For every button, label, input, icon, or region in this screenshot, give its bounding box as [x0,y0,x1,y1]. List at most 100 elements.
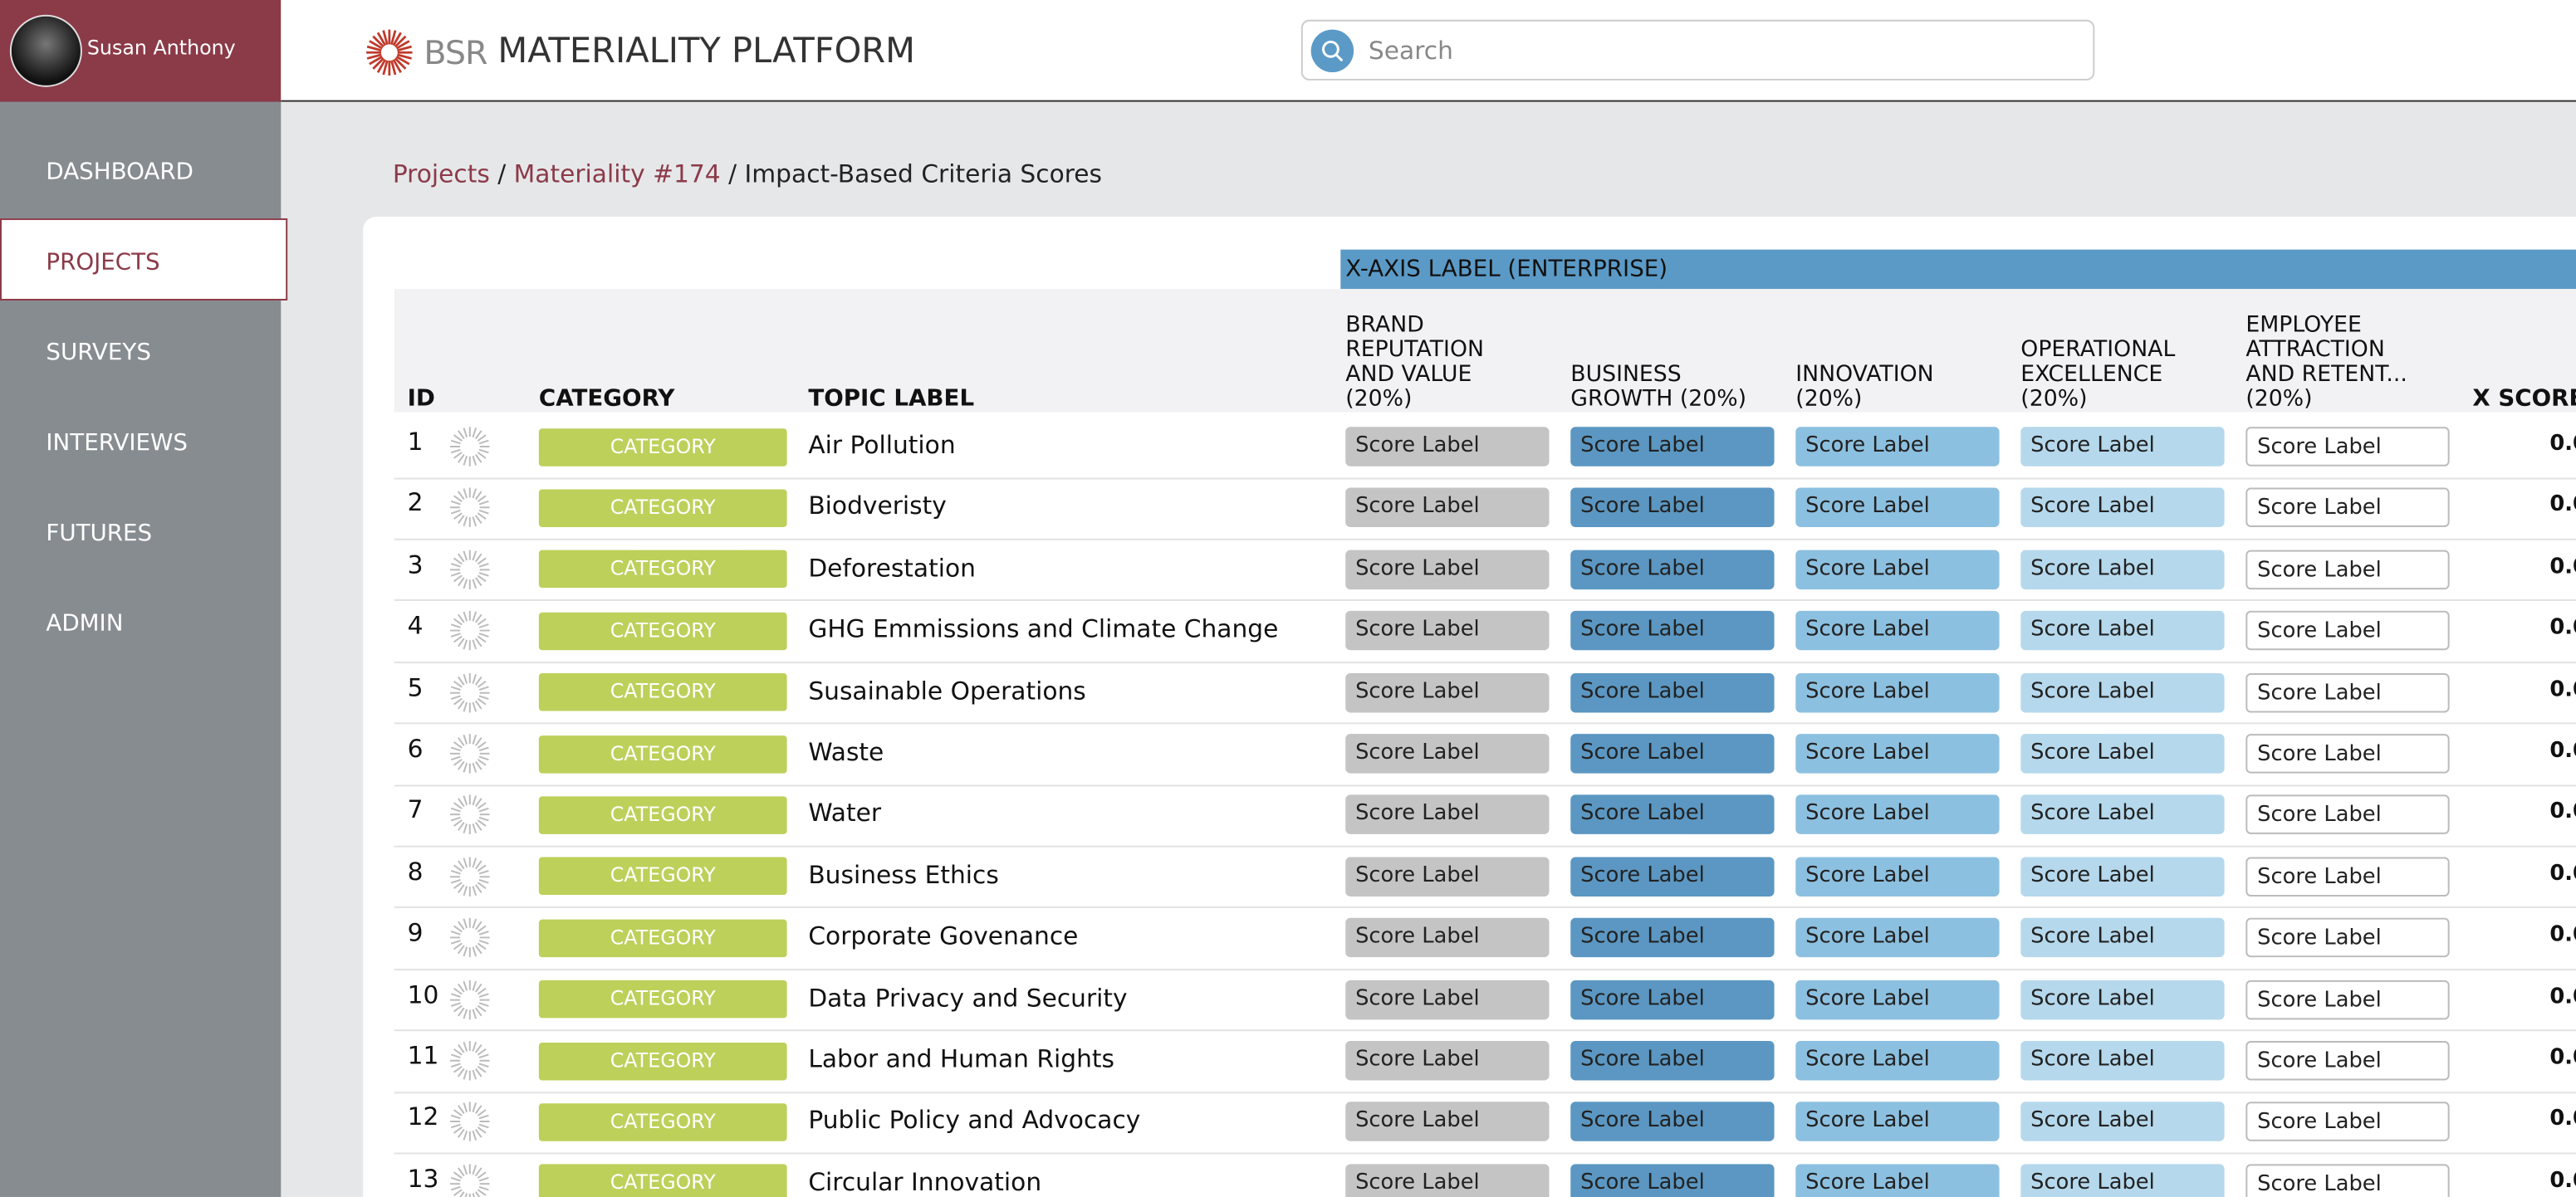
score-label[interactable]: Score Label [1345,611,1550,651]
topic-label: Deforestation [808,553,976,583]
nav-item[interactable]: PROJECTS [46,249,160,276]
score-label[interactable]: Score Label [1345,980,1550,1019]
score-label[interactable]: Score Label [1570,611,1775,651]
score-label[interactable]: Score Label [2245,918,2450,958]
row-divider [394,845,2576,848]
score-label[interactable]: Score Label [1345,734,1550,774]
score-label[interactable]: Score Label [2245,550,2450,589]
score-label[interactable]: Score Label [2245,980,2450,1019]
score-label[interactable]: Score Label [2020,734,2225,774]
score-label[interactable]: Score Label [2245,1041,2450,1081]
column-header: CATEGORY [538,385,675,413]
topic-label: Waste [808,737,884,767]
score-label[interactable]: Score Label [1795,427,2000,467]
score-label[interactable]: Score Label [2245,734,2450,774]
category-badge[interactable]: CATEGORY [538,612,787,650]
score-label[interactable]: Score Label [1795,1102,2000,1142]
nav-item[interactable]: DASHBOARD [46,159,193,186]
score-label[interactable]: Score Label [2020,795,2225,835]
score-label[interactable]: Score Label [1795,980,2000,1019]
score-label[interactable]: Score Label [2245,611,2450,651]
row-divider [394,1029,2576,1032]
crumb-link[interactable]: Materiality #174 [513,159,721,189]
score-label[interactable]: Score Label [1570,488,1775,528]
score-label[interactable]: Score Label [2020,918,2225,958]
category-badge[interactable]: CATEGORY [538,489,787,527]
score-label[interactable]: Score Label [1345,1164,1550,1197]
score-label[interactable]: Score Label [1795,1041,2000,1081]
score-label[interactable]: Score Label [2020,1164,2225,1197]
score-label[interactable]: Score Label [2020,550,2225,589]
score-label[interactable]: Score Label [1570,918,1775,958]
score-label[interactable]: Score Label [2245,795,2450,835]
score-label[interactable]: Score Label [2245,1164,2450,1197]
score-label[interactable]: Score Label [2245,672,2450,712]
score-label[interactable]: Score Label [1795,550,2000,589]
score-label[interactable]: Score Label [1795,918,2000,958]
score-label[interactable]: Score Label [1570,795,1775,835]
category-badge[interactable]: CATEGORY [538,919,787,957]
category-badge[interactable]: CATEGORY [538,857,787,896]
score-label[interactable]: Score Label [1345,857,1550,897]
nav-item[interactable]: INTERVIEWS [46,430,189,457]
nav-item[interactable]: FUTURES [46,520,153,547]
score-label[interactable]: Score Label [1795,488,2000,528]
score-label[interactable]: Score Label [1345,1102,1550,1142]
score-label[interactable]: Score Label [2020,427,2225,467]
category-badge[interactable]: CATEGORY [538,735,787,773]
category-badge[interactable]: CATEGORY [538,428,787,466]
crumb-link[interactable]: Projects [392,159,490,189]
x-score: 0.0 [2549,1168,2576,1194]
platform-title: MATERIALITY PLATFORM [497,31,916,71]
score-label[interactable]: Score Label [2020,488,2225,528]
user-panel[interactable]: Susan Anthony [0,0,282,102]
score-label[interactable]: Score Label [2020,672,2225,712]
score-label[interactable]: Score Label [2245,488,2450,528]
score-label[interactable]: Score Label [1345,427,1550,467]
score-label[interactable]: Score Label [1795,857,2000,897]
header-row: ID CATEGORY TOPIC LABEL BRAND REPUTATION AN… [394,289,2576,413]
category-badge[interactable]: CATEGORY [538,1164,787,1197]
score-label[interactable]: Score Label [1570,1164,1775,1197]
score-label[interactable]: Score Label [1570,1102,1775,1142]
category-badge[interactable]: CATEGORY [538,673,787,711]
score-label[interactable]: Score Label [1345,672,1550,712]
x-score: 0.0 [2549,1045,2576,1071]
category-badge[interactable]: CATEGORY [538,1102,787,1141]
category-badge[interactable]: CATEGORY [538,550,787,589]
score-label[interactable]: Score Label [1570,734,1775,774]
score-label[interactable]: Score Label [1570,857,1775,897]
score-label[interactable]: Score Label [2020,1041,2225,1081]
score-label[interactable]: Score Label [2020,857,2225,897]
score-label[interactable]: Score Label [2020,1102,2225,1142]
score-label[interactable]: Score Label [2245,857,2450,897]
score-label[interactable]: Score Label [1795,611,2000,651]
score-label[interactable]: Score Label [1570,427,1775,467]
score-label[interactable]: Score Label [1795,672,2000,712]
score-label[interactable]: Score Label [1570,672,1775,712]
score-label[interactable]: Score Label [1345,488,1550,528]
category-badge[interactable]: CATEGORY [538,796,787,834]
category-badge[interactable]: CATEGORY [538,1042,787,1080]
score-label[interactable]: Score Label [1570,550,1775,589]
score-label[interactable]: Score Label [2245,427,2450,467]
search-box[interactable]: Search [1300,19,2095,81]
score-label[interactable]: Score Label [2245,1102,2450,1142]
score-label[interactable]: Score Label [1570,980,1775,1019]
row-id: 7 [407,795,424,825]
score-label[interactable]: Score Label [1345,795,1550,835]
score-label[interactable]: Score Label [2020,611,2225,651]
nav-item[interactable]: SURVEYS [46,340,151,367]
topic-label: Susainable Operations [808,676,1086,706]
score-label[interactable]: Score Label [2020,980,2225,1019]
x-score: 0.0 [2549,800,2576,825]
category-badge[interactable]: CATEGORY [538,980,787,1019]
score-label[interactable]: Score Label [1345,1041,1550,1081]
score-label[interactable]: Score Label [1795,1164,2000,1197]
nav-item[interactable]: ADMIN [46,610,124,638]
score-label[interactable]: Score Label [1795,795,2000,835]
score-label[interactable]: Score Label [1795,734,2000,774]
score-label[interactable]: Score Label [1345,918,1550,958]
score-label[interactable]: Score Label [1570,1041,1775,1081]
score-label[interactable]: Score Label [1345,550,1550,589]
